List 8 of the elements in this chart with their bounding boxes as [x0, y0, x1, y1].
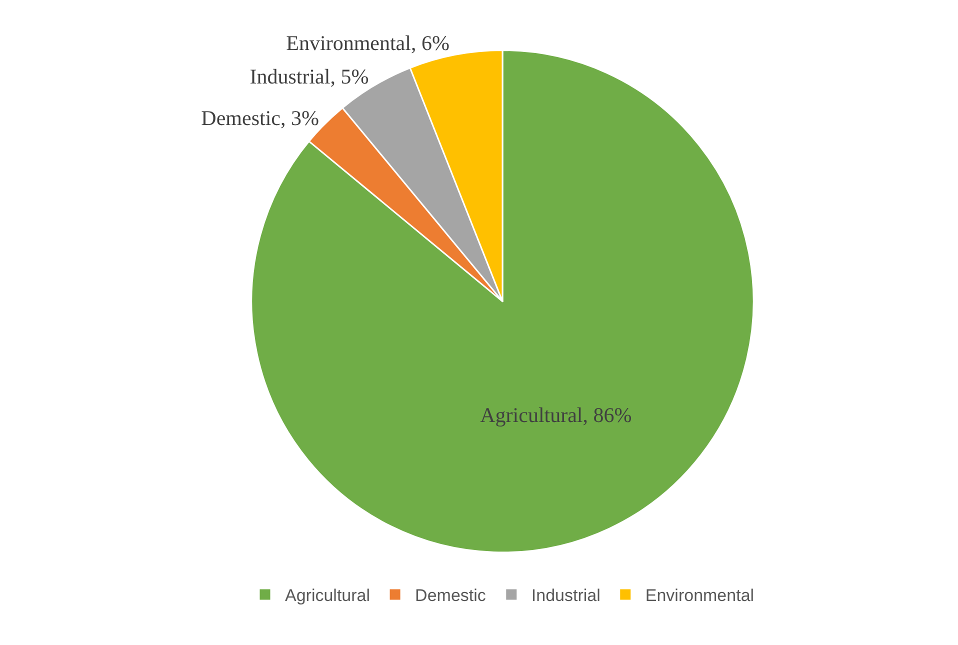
data-label: Agricultural, 86%: [480, 402, 632, 427]
data-label: Demestic, 3%: [201, 106, 319, 130]
legend-label: Industrial: [531, 586, 600, 606]
legend-label: Agricultural: [285, 586, 370, 606]
legend-label: Environmental: [645, 586, 754, 606]
data-label: Environmental, 6%: [286, 31, 450, 56]
data-label: Industrial, 5%: [250, 64, 369, 88]
legend-label: Demestic: [415, 586, 486, 606]
